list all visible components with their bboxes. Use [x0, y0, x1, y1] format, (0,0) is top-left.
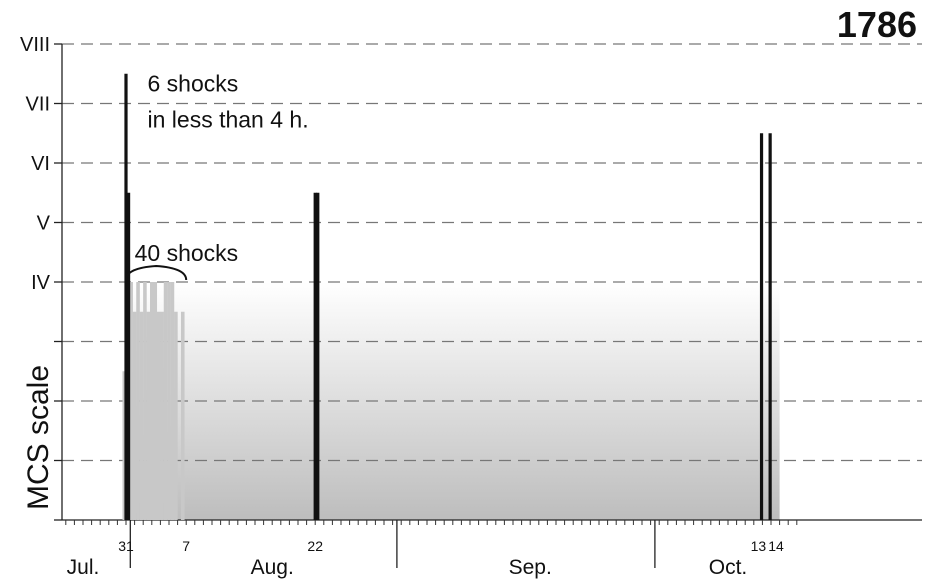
grey-shock-bar [143, 282, 147, 520]
grey-shock-bar [174, 311, 178, 520]
month-label: Jul. [67, 556, 100, 579]
grey-shock-bar [136, 282, 140, 520]
month-label: Sep. [509, 556, 552, 579]
month-label: Oct. [709, 556, 748, 579]
annotation-text: in less than 4 h. [148, 106, 309, 132]
y-tick-label: VIII [20, 34, 50, 56]
y-tick-label: IV [31, 272, 51, 294]
month-label: Aug. [251, 556, 294, 579]
shock-brace [125, 264, 188, 281]
day-label: 7 [182, 538, 190, 554]
major-shock-bar [126, 192, 131, 520]
day-label: 14 [768, 538, 784, 554]
major-shock-bar [768, 133, 772, 520]
annotation-text: 6 shocks [148, 71, 239, 97]
grey-shock-bar [132, 311, 137, 520]
grey-shock-bar [122, 371, 127, 520]
major-shock-bar [313, 192, 317, 520]
day-label: 31 [118, 538, 134, 554]
grey-shock-bar [139, 311, 144, 520]
grey-shock-bar [156, 311, 161, 520]
y-tick-label: VI [31, 153, 50, 175]
grey-shock-bar [160, 311, 164, 520]
major-shock-bar [124, 73, 128, 520]
day-label: 22 [307, 538, 323, 554]
grey-shock-bar [146, 311, 151, 520]
chart-title: 1786 [836, 4, 917, 45]
grey-shock-bar [129, 282, 133, 520]
annotation-text: 40 shocks [135, 240, 239, 266]
grey-shock-bar [150, 282, 154, 520]
y-tick-label: VII [26, 94, 50, 116]
grey-shock-bar [170, 282, 175, 520]
major-shock-bar [759, 133, 764, 520]
grey-shock-bar [180, 311, 185, 520]
grey-shock-bar [153, 282, 158, 520]
y-tick-label: V [37, 213, 51, 235]
major-shock-bar [316, 192, 320, 520]
grey-shock-bar [163, 282, 168, 520]
day-label: 13 [751, 538, 767, 554]
grey-shock-bar [167, 282, 171, 520]
